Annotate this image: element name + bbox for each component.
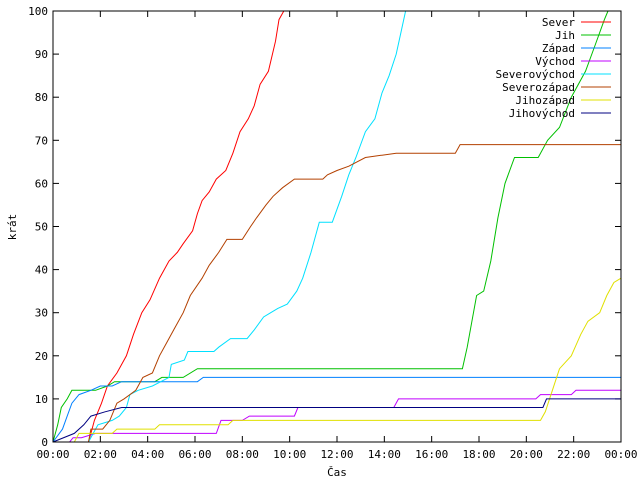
x-tick-label: 22:00	[557, 448, 590, 461]
y-tick-label: 100	[28, 5, 48, 18]
x-tick-label: 02:00	[84, 448, 117, 461]
y-tick-label: 0	[41, 436, 48, 449]
y-tick-label: 40	[35, 264, 48, 277]
x-tick-label: 20:00	[510, 448, 543, 461]
y-tick-label: 30	[35, 307, 48, 320]
y-tick-label: 90	[35, 48, 48, 61]
series-line-3	[53, 389, 621, 443]
x-tick-label: 18:00	[462, 448, 495, 461]
series-line-0	[53, 10, 285, 443]
y-axis-label: krát	[6, 214, 19, 241]
y-tick-label: 50	[35, 221, 48, 234]
series-line-1	[52, 10, 609, 443]
series-lines	[52, 10, 622, 443]
y-tick-label: 20	[35, 350, 48, 363]
x-tick-label: 14:00	[368, 448, 401, 461]
x-axis-label: Čas	[327, 466, 347, 479]
legend: SeverJihZápadVýchodSeverovýchodSeverozáp…	[496, 16, 611, 120]
series-line-6	[53, 277, 622, 443]
x-tick-label: 00:00	[604, 448, 637, 461]
series-line-5	[53, 144, 621, 443]
legend-label: Jihovýchod	[509, 107, 575, 120]
legend-label: Jih	[555, 29, 575, 42]
legend-label: Západ	[542, 42, 575, 55]
x-tick-label: 10:00	[273, 448, 306, 461]
x-tick-label: 00:00	[36, 448, 69, 461]
legend-label: Severozápad	[502, 81, 575, 94]
series-line-2	[52, 376, 621, 443]
series-line-7	[52, 398, 621, 443]
legend-label: Severovýchod	[496, 68, 575, 81]
y-tick-label: 80	[35, 91, 48, 104]
x-tick-label: 04:00	[131, 448, 164, 461]
tick-marks: 0 10 20 30 40 50 60 70 80 90 100 00:00 02:00 04:00 06:…	[28, 5, 637, 461]
x-tick-label: 06:00	[178, 448, 211, 461]
plot-frame	[52, 10, 622, 443]
y-tick-label: 10	[35, 393, 48, 406]
legend-label: Sever	[542, 16, 575, 29]
legend-label: Východ	[535, 55, 575, 68]
series-line-4	[53, 10, 407, 443]
legend-label: Jihozápad	[515, 94, 575, 107]
x-tick-label: 12:00	[320, 448, 353, 461]
y-tick-label: 70	[35, 134, 48, 147]
x-tick-label: 16:00	[415, 448, 448, 461]
x-tick-label: 08:00	[226, 448, 259, 461]
y-tick-label: 60	[35, 177, 48, 190]
